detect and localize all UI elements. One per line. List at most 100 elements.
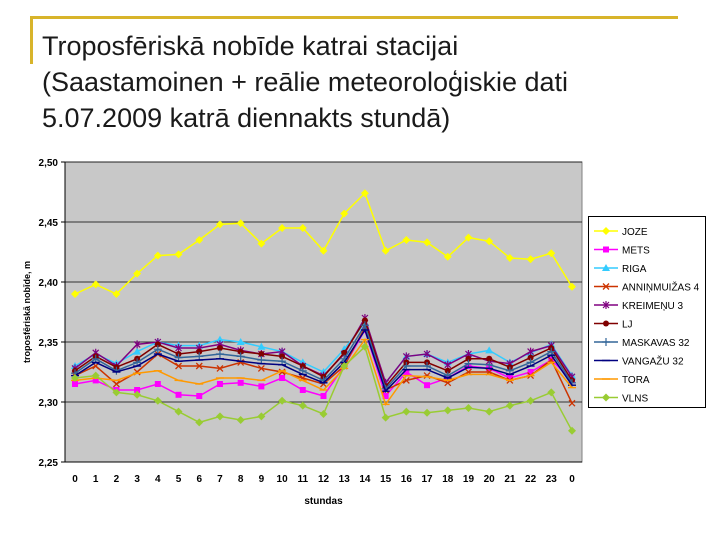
y-tick-label: 2,45	[39, 218, 59, 229]
data-point	[278, 368, 286, 376]
data-point	[112, 290, 121, 298]
x-tick-label: 0	[72, 474, 78, 485]
data-point	[257, 239, 266, 248]
legend-label: TORA	[622, 375, 650, 386]
data-point	[527, 347, 535, 356]
data-point	[527, 354, 534, 361]
legend-marker	[602, 227, 610, 235]
data-point	[133, 390, 142, 399]
data-point	[298, 224, 307, 232]
data-point	[174, 407, 183, 416]
x-tick-label: 19	[463, 474, 475, 485]
data-point	[526, 255, 535, 264]
data-point	[174, 353, 183, 362]
x-tick-label: 22	[525, 474, 537, 485]
legend-marker	[602, 393, 610, 402]
data-point	[279, 375, 286, 381]
x-tick-label: 18	[442, 474, 454, 485]
x-tick-label: 0	[569, 474, 575, 485]
data-point	[258, 383, 265, 390]
data-point	[299, 387, 306, 393]
data-point	[402, 352, 410, 361]
data-point	[257, 356, 266, 364]
data-point	[506, 375, 513, 381]
legend-marker	[602, 338, 610, 346]
x-tick-label: 5	[176, 474, 182, 485]
data-point	[423, 350, 431, 358]
data-point	[257, 412, 266, 421]
data-point	[465, 355, 472, 362]
data-point	[340, 209, 349, 218]
legend-label: VLNS	[622, 394, 648, 405]
data-point	[360, 321, 369, 330]
data-point	[257, 364, 265, 372]
data-point	[278, 396, 287, 405]
legend-label: RIGA	[622, 264, 647, 275]
data-point	[319, 410, 328, 418]
legend-marker	[602, 283, 610, 290]
data-point	[464, 404, 473, 412]
x-tick-label: 9	[259, 474, 265, 485]
x-tick-label: 8	[238, 474, 244, 485]
data-point	[381, 413, 390, 422]
data-point	[547, 347, 556, 356]
x-tick-label: 13	[339, 474, 351, 485]
data-point	[91, 280, 100, 289]
x-tick-label: 3	[134, 474, 140, 485]
legend-marker	[602, 264, 610, 271]
data-point	[174, 250, 183, 259]
x-tick-label: 15	[380, 474, 392, 485]
data-point	[236, 219, 245, 228]
x-tick-label: 23	[546, 474, 558, 485]
data-point	[112, 380, 120, 388]
data-point	[424, 382, 431, 389]
data-point	[153, 396, 162, 405]
x-tick-label: 16	[401, 474, 413, 485]
data-point	[382, 393, 389, 399]
data-point	[402, 236, 411, 244]
data-point	[278, 357, 287, 366]
data-point	[215, 412, 224, 421]
data-point	[485, 407, 494, 416]
data-point	[175, 362, 183, 370]
data-point	[195, 362, 203, 370]
data-point	[568, 282, 576, 291]
data-point	[91, 354, 100, 363]
data-point	[91, 371, 100, 380]
legend-marker	[603, 320, 609, 327]
data-point	[216, 364, 224, 372]
data-point	[360, 342, 369, 351]
data-point	[527, 369, 534, 375]
data-point	[153, 345, 162, 354]
data-point	[361, 317, 368, 324]
legend-entries: JOZE METS RIGA ANNIŅMUIŽAS 4 KREIMEŅU 3 LJ MAS…	[594, 227, 700, 405]
legend-label: LJ	[622, 320, 633, 331]
x-tick-label: 21	[504, 474, 516, 485]
data-point	[444, 360, 452, 369]
data-point	[133, 347, 142, 355]
data-point	[154, 381, 161, 387]
data-point	[402, 407, 411, 416]
data-point	[444, 367, 451, 374]
slide-title: Troposfēriskā nobīde katrai stacijai (Sa…	[42, 28, 702, 136]
title-accent-bar	[30, 16, 678, 19]
x-tick-label: 1	[93, 474, 99, 485]
data-point	[568, 426, 576, 435]
data-point	[196, 348, 203, 355]
data-point	[485, 346, 494, 354]
data-point	[258, 351, 265, 357]
data-point	[237, 379, 244, 386]
data-point	[195, 418, 204, 427]
legend-marker	[602, 301, 610, 309]
data-point	[320, 393, 327, 399]
data-point	[133, 340, 141, 349]
data-point	[464, 359, 473, 368]
data-point	[112, 388, 121, 397]
data-point	[215, 350, 224, 358]
data-point	[443, 252, 452, 261]
data-point	[195, 352, 204, 361]
data-point	[134, 387, 141, 393]
y-tick-label: 2,25	[39, 458, 59, 469]
x-tick-label: 4	[155, 474, 161, 485]
